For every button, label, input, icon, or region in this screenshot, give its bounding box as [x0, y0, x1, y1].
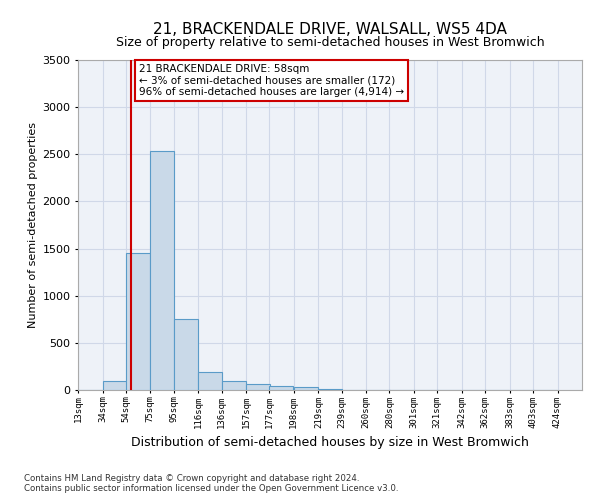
Bar — [319, 389, 343, 390]
Text: Contains public sector information licensed under the Open Government Licence v3: Contains public sector information licen… — [24, 484, 398, 493]
Bar — [198, 372, 223, 390]
Text: Size of property relative to semi-detached houses in West Bromwich: Size of property relative to semi-detach… — [116, 36, 544, 49]
X-axis label: Distribution of semi-detached houses by size in West Bromwich: Distribution of semi-detached houses by … — [131, 436, 529, 449]
Text: 21 BRACKENDALE DRIVE: 58sqm
← 3% of semi-detached houses are smaller (172)
96% o: 21 BRACKENDALE DRIVE: 58sqm ← 3% of semi… — [139, 64, 404, 97]
Bar — [126, 254, 150, 390]
Bar — [103, 380, 127, 390]
Bar — [269, 386, 293, 390]
Bar — [294, 387, 318, 390]
Text: 21, BRACKENDALE DRIVE, WALSALL, WS5 4DA: 21, BRACKENDALE DRIVE, WALSALL, WS5 4DA — [153, 22, 507, 38]
Y-axis label: Number of semi-detached properties: Number of semi-detached properties — [28, 122, 38, 328]
Text: Contains HM Land Registry data © Crown copyright and database right 2024.: Contains HM Land Registry data © Crown c… — [24, 474, 359, 483]
Bar — [173, 320, 198, 390]
Bar — [151, 150, 175, 390]
Bar — [221, 380, 245, 390]
Bar — [246, 384, 270, 390]
